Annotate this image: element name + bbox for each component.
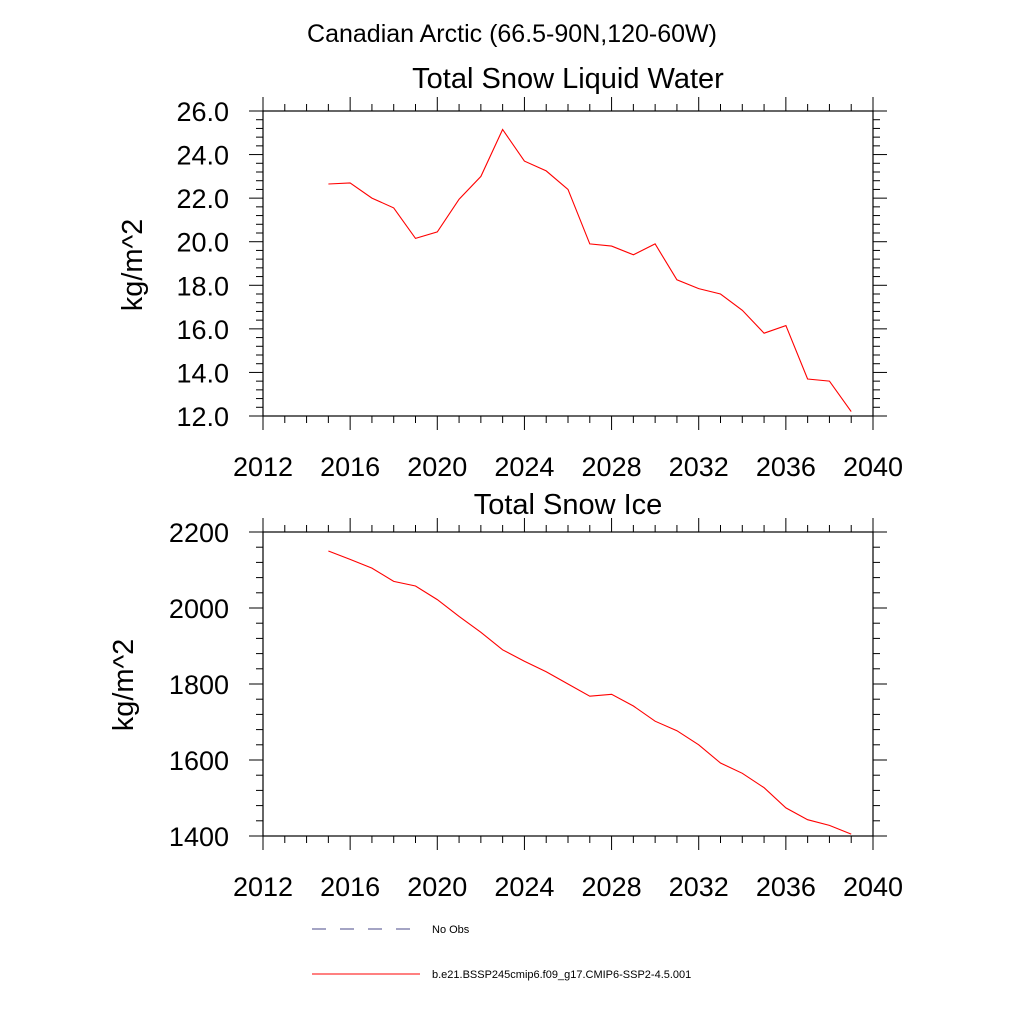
x-tick-label: 2040 <box>843 872 903 902</box>
panel-1-y-tick-labels: 12.0 14.0 16.0 18.0 20.0 22.0 24.0 26.0 <box>176 97 229 432</box>
panel-1-x-tick-labels: 2012 2016 2020 2024 2028 2032 2036 2040 <box>233 452 903 482</box>
panel-2-x-tick-labels: 2012 2016 2020 2024 2028 2032 2036 2040 <box>233 872 903 902</box>
x-tick-label: 2012 <box>233 452 293 482</box>
y-tick-label: 1600 <box>169 746 229 776</box>
legend-label-model-run: b.e21.BSSP245cmip6.f09_g17.CMIP6-SSP2-4.… <box>432 969 691 981</box>
panel-1-title: Total Snow Liquid Water <box>412 63 724 95</box>
y-tick-label: 12.0 <box>176 402 229 432</box>
panel-1-series <box>328 128 852 412</box>
figure-suptitle: Canadian Arctic (66.5-90N,120-60W) <box>307 20 717 48</box>
y-tick-label: 2000 <box>169 594 229 624</box>
y-tick-label: 26.0 <box>176 97 229 127</box>
x-tick-label: 2016 <box>320 872 380 902</box>
x-tick-label: 2024 <box>494 872 554 902</box>
x-tick-label: 2036 <box>756 872 816 902</box>
y-tick-label: 20.0 <box>176 228 229 258</box>
panel-2-y-tick-labels: 1400 1600 1800 2000 2200 <box>169 518 229 852</box>
x-tick-label: 2032 <box>669 452 729 482</box>
panel-2-ticks <box>249 518 887 850</box>
legend-label-no-obs: No Obs <box>432 924 470 936</box>
x-tick-label: 2024 <box>494 452 554 482</box>
y-tick-label: 22.0 <box>176 184 229 214</box>
panel-1-frame <box>262 110 874 417</box>
x-tick-label: 2032 <box>669 872 729 902</box>
y-tick-label: 1400 <box>169 822 229 852</box>
panel-1-ticks <box>249 97 887 430</box>
x-tick-label: 2040 <box>843 452 903 482</box>
y-tick-label: 16.0 <box>176 315 229 345</box>
x-tick-label: 2028 <box>582 452 642 482</box>
y-tick-label: 14.0 <box>176 358 229 388</box>
panel-2-title: Total Snow Ice <box>474 489 663 521</box>
x-tick-label: 2028 <box>582 872 642 902</box>
legend: No Obs b.e21.BSSP245cmip6.f09_g17.CMIP6-… <box>312 924 691 981</box>
y-tick-label: 24.0 <box>176 141 229 171</box>
series-line <box>328 550 852 835</box>
panel-1-ylabel: kg/m^2 <box>117 219 149 312</box>
panel-2-ylabel: kg/m^2 <box>108 639 140 732</box>
x-tick-label: 2036 <box>756 452 816 482</box>
y-tick-label: 2200 <box>169 518 229 548</box>
series-line <box>328 128 852 412</box>
panel-2-series <box>328 550 852 835</box>
y-tick-label: 18.0 <box>176 271 229 301</box>
x-tick-label: 2020 <box>407 872 467 902</box>
x-tick-label: 2012 <box>233 872 293 902</box>
y-tick-label: 1800 <box>169 670 229 700</box>
x-tick-label: 2016 <box>320 452 380 482</box>
panel-snow-ice: Total Snow Ice kg/m^2 2012 2016 2020 2024 20… <box>108 489 903 902</box>
panel-snow-liquid-water: Total Snow Liquid Water kg/m^2 2012 2016 2… <box>117 63 903 482</box>
x-tick-label: 2020 <box>407 452 467 482</box>
